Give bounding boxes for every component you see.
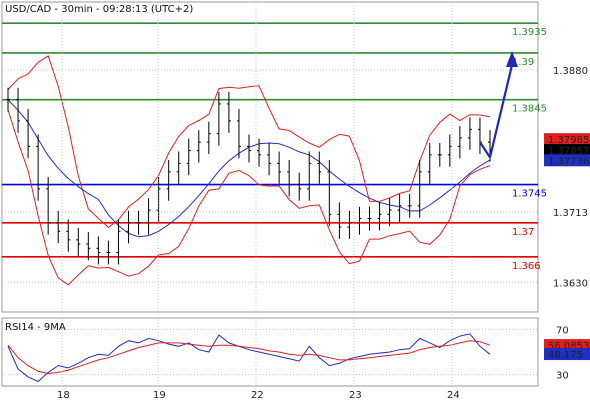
candle-3 xyxy=(36,134,41,201)
candle-40 xyxy=(407,193,412,218)
level-label-3: 1.3745 xyxy=(512,189,547,200)
forecast-arrow-shaft xyxy=(488,64,514,158)
candle-28 xyxy=(287,159,292,197)
candle-36 xyxy=(367,206,372,231)
candle-23 xyxy=(236,109,241,159)
price-box-bg xyxy=(544,133,590,146)
candle-41 xyxy=(417,159,422,218)
chart-title: USD/CAD - 30min - 09:28:13 (UTC+2) xyxy=(5,4,193,15)
rsi-value-box-label: 48.175 xyxy=(548,350,583,361)
level-label-1: 1.39 xyxy=(512,57,534,68)
forecast-arrow-head xyxy=(506,50,518,67)
rsi-panel-frame xyxy=(1,317,539,387)
y-tick-label: 1.3630 xyxy=(553,278,588,289)
candle-10 xyxy=(106,240,111,265)
candle-39 xyxy=(397,193,402,222)
bollinger-upper-band xyxy=(7,55,491,229)
candle-27 xyxy=(277,151,282,184)
candle-14 xyxy=(146,198,151,235)
candle-19 xyxy=(196,130,201,163)
candle-25 xyxy=(257,138,262,167)
candle-45 xyxy=(457,126,462,159)
price-box-label: 1.37985 xyxy=(548,135,589,146)
main-panel-frame xyxy=(1,1,539,313)
candle-29 xyxy=(297,172,302,201)
candle-0 xyxy=(6,87,10,112)
x-tick-label-22: 22 xyxy=(251,390,264,400)
level-label-2: 1.3845 xyxy=(512,104,547,115)
rsi-title: RSI14 - 9MA xyxy=(5,322,66,333)
candle-21 xyxy=(216,92,221,146)
candle-16 xyxy=(166,159,171,201)
x-tick-label-18: 18 xyxy=(57,390,70,400)
rsi-value-box-bg xyxy=(544,348,590,361)
x-axis: 18 19 22 23 24 xyxy=(57,2,460,400)
level-label-0: 1.3935 xyxy=(512,27,547,38)
x-tick-label-23: 23 xyxy=(349,390,362,400)
x-tick-label-19: 19 xyxy=(153,390,166,400)
rsi-tick-label-70: 70 xyxy=(556,325,569,336)
price-box-0: 1.37985 xyxy=(544,133,590,146)
candle-22 xyxy=(226,92,231,133)
candle-37 xyxy=(377,202,382,231)
candle-6 xyxy=(66,219,71,252)
candle-9 xyxy=(96,236,101,265)
price-box-bg xyxy=(544,154,590,167)
candle-33 xyxy=(337,202,342,239)
candle-4 xyxy=(46,176,51,235)
price-box-2: 1.37736 xyxy=(544,154,590,167)
candle-13 xyxy=(136,210,141,235)
candle-20 xyxy=(206,121,211,155)
candle-15 xyxy=(156,176,161,222)
candle-2 xyxy=(26,109,31,159)
price-box-label: 1.37736 xyxy=(548,156,589,167)
rsi-series-9ma xyxy=(7,340,491,375)
candle-46 xyxy=(467,117,472,150)
rsi-value-box-label: 56.0853 xyxy=(548,341,589,352)
candle-8 xyxy=(86,232,91,261)
rsi-value-box-1: 48.175 xyxy=(544,348,590,361)
candle-35 xyxy=(357,206,362,235)
candle-5 xyxy=(56,210,61,244)
price-box-bg xyxy=(544,144,590,157)
candle-42 xyxy=(427,142,432,184)
y-tick-label: 1.3713 xyxy=(553,208,588,219)
main-panel: 1.3880 1.3713 1.3630 1.3935 1.39 1.3845 1.3745… xyxy=(1,1,590,313)
candle-43 xyxy=(437,142,442,167)
forecast-arrow-leg xyxy=(479,141,491,159)
candle-31 xyxy=(317,151,322,184)
x-tick-label-24: 24 xyxy=(447,390,460,400)
level-label-4: 1.37 xyxy=(512,227,534,238)
price-box-label: 1.37857 xyxy=(548,146,589,157)
candle-11 xyxy=(116,219,121,265)
candle-18 xyxy=(186,138,191,176)
candle-30 xyxy=(307,151,312,201)
candle-32 xyxy=(327,159,332,227)
level-label-5: 1.366 xyxy=(512,261,541,272)
candle-7 xyxy=(76,227,81,256)
candle-1 xyxy=(16,87,21,133)
rsi-tick-label-30: 30 xyxy=(556,371,569,382)
y-tick-label: 1.3880 xyxy=(553,66,588,77)
bollinger-lower-band xyxy=(7,109,491,286)
candle-12 xyxy=(126,210,131,244)
candle-26 xyxy=(267,142,272,176)
price-box-1: 1.37857 xyxy=(544,144,590,157)
candle-34 xyxy=(347,210,352,239)
rsi-series-rsi14 xyxy=(7,333,491,383)
candle-17 xyxy=(176,151,181,184)
candle-38 xyxy=(387,198,392,227)
candle-24 xyxy=(247,134,251,163)
